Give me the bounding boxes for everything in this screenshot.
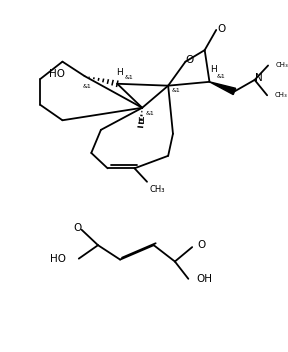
Text: CH₃: CH₃	[275, 92, 288, 98]
Text: &1: &1	[171, 88, 180, 93]
Text: &1: &1	[145, 111, 154, 116]
Text: O: O	[74, 223, 82, 233]
Text: O: O	[217, 24, 225, 34]
Text: CH₃: CH₃	[276, 63, 288, 69]
Text: N: N	[255, 73, 262, 83]
Text: H: H	[116, 68, 122, 77]
Text: OH: OH	[196, 274, 212, 284]
Text: O: O	[185, 55, 194, 65]
Text: &1: &1	[124, 75, 133, 81]
Text: CH₃: CH₃	[150, 185, 165, 194]
Text: H: H	[210, 65, 217, 74]
Polygon shape	[209, 82, 236, 95]
Text: HO: HO	[49, 69, 65, 79]
Text: O: O	[197, 240, 205, 250]
Text: H: H	[137, 117, 144, 126]
Text: HO: HO	[50, 254, 66, 264]
Text: &1: &1	[217, 74, 226, 78]
Text: &1: &1	[83, 84, 92, 89]
